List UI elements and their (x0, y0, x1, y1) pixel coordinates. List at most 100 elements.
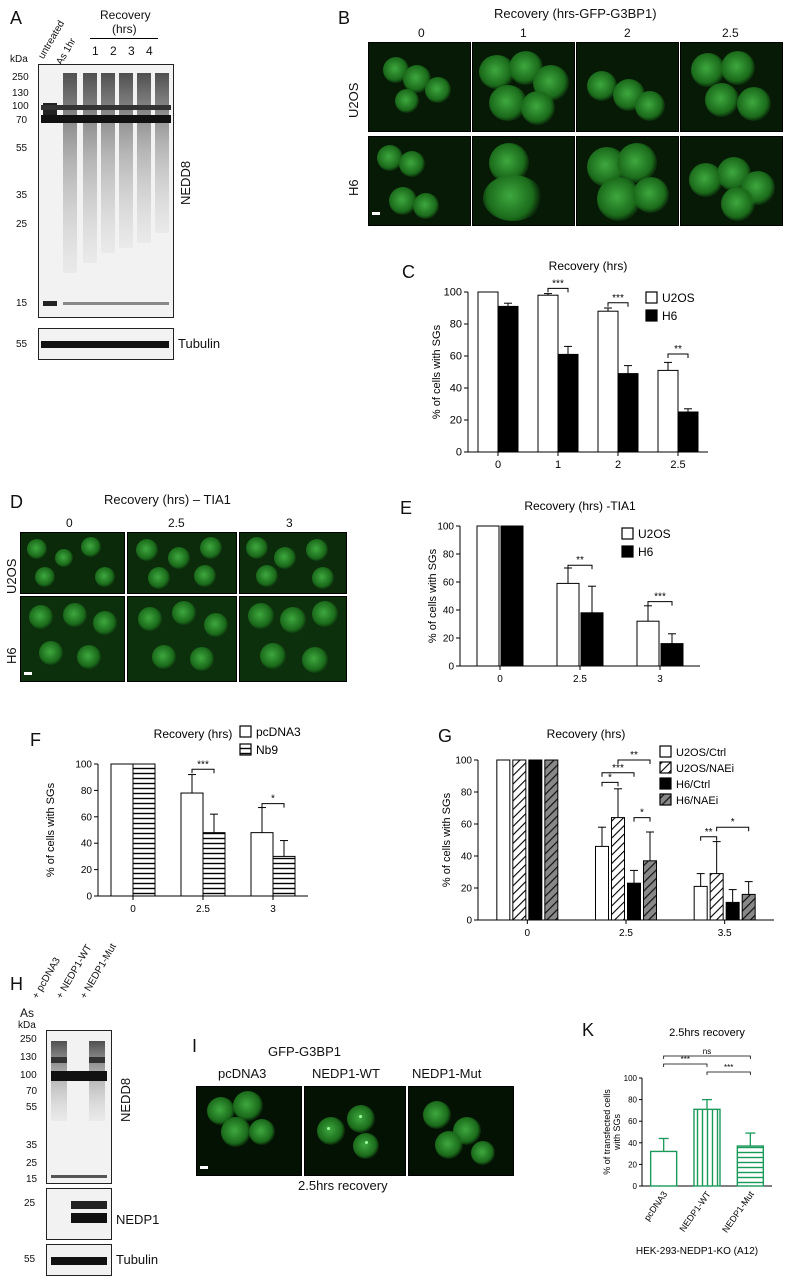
b-time-2: 2 (624, 26, 631, 40)
y-tick-label: 20 (81, 865, 93, 876)
h-marker-25: 25 (26, 1158, 38, 1169)
bar-u2os (556, 582, 580, 667)
legend-label: U2OS/Ctrl (676, 747, 726, 759)
bar-nedp1-mut (736, 1145, 765, 1187)
kda-label-h: kDa (18, 1020, 36, 1031)
recovery-lane-4: 4 (146, 44, 153, 58)
y-tick-label: 0 (466, 916, 472, 927)
legend-label: H6 (662, 309, 678, 323)
micrograph-b-h6-2 (576, 136, 679, 226)
significance-label: *** (612, 763, 624, 774)
bar-u2os (477, 291, 499, 453)
x-tick-label: 3.5 (718, 928, 732, 939)
marker-25: 25 (16, 219, 28, 230)
y-tick-label: 0 (633, 1182, 638, 1191)
h-marker-100: 100 (20, 1070, 37, 1081)
panel-letter-k: K (582, 1020, 595, 1040)
bar-h6 (497, 305, 519, 453)
marker-100: 100 (12, 101, 29, 112)
b-row-u2os: U2OS (346, 82, 361, 118)
y-axis-label: % of cells with SGs (431, 324, 443, 419)
bar-u2os-ctrl (693, 885, 708, 921)
bar-h6-ctrl (725, 901, 740, 921)
panel-letter-a: A (10, 8, 23, 28)
legend-label: pcDNA3 (256, 725, 301, 739)
recovery-lane-3: 3 (128, 44, 135, 58)
y-tick-label: 40 (450, 383, 462, 395)
y-tick-label: 80 (81, 786, 93, 797)
significance-bracket (261, 803, 285, 808)
bar-h6 (677, 411, 699, 453)
y-tick-label: 20 (628, 1160, 637, 1169)
x-tick-label: 3 (657, 674, 663, 685)
y-tick-label: 20 (450, 415, 462, 427)
legend-swatch (659, 777, 672, 790)
tubulin-label-h: Tubulin (116, 1252, 159, 1267)
b-time-3: 2.5 (722, 26, 739, 40)
y-axis-label: % of cells with SGs (441, 792, 453, 887)
nedd8-label-h: NEDD8 (118, 1077, 133, 1122)
panel-letter-b: B (338, 8, 351, 28)
micrograph-i-nedp1-mut (408, 1086, 514, 1176)
chart-title: Recovery (hrs) (547, 727, 626, 741)
chart-title: Recovery (hrs) -TIA1 (524, 499, 636, 513)
bar-pcdna3 (180, 792, 204, 897)
y-tick-label: 40 (443, 606, 455, 617)
legend-label: Nb9 (256, 743, 278, 757)
legend-swatch (659, 761, 672, 774)
scale-bar-b (372, 212, 380, 215)
micrograph-d-h6-3 (239, 596, 347, 682)
h-marker-70: 70 (26, 1086, 38, 1097)
significance-bracket (706, 1071, 751, 1075)
significance-bracket (567, 564, 593, 570)
micrograph-b-u2os-1 (472, 42, 575, 132)
tubulin-marker-a: 55 (16, 339, 28, 350)
significance-bracket (633, 817, 651, 822)
bar-u2os (657, 369, 679, 453)
bar-h6-naei (741, 893, 756, 921)
panel-letter-d: D (10, 492, 23, 512)
legend-swatch (645, 291, 658, 304)
marker-70: 70 (16, 115, 28, 126)
d-time-1: 2.5 (168, 516, 185, 530)
x-axis-label: HEK-293-NEDP1-KO (A12) (636, 1246, 758, 1257)
x-tick-label: 2.5 (196, 904, 210, 915)
y-axis-label-line1: % of transfected cells (602, 1089, 612, 1175)
bar-u2os (636, 620, 660, 667)
marker-130: 130 (12, 88, 29, 99)
significance-bracket (601, 781, 619, 787)
y-tick-label: 20 (461, 884, 473, 895)
significance-bracket (607, 302, 629, 307)
panel-d-title: Recovery (hrs) – TIA1 (104, 492, 231, 507)
legend-swatch (621, 545, 634, 558)
lane-label-as-1hr: As 1hr (54, 36, 79, 67)
legend-label: H6/Ctrl (676, 779, 710, 791)
y-tick-label: 100 (624, 1074, 638, 1083)
bar-h6 (557, 353, 579, 453)
significance-bracket (647, 601, 673, 606)
y-tick-label: 40 (628, 1139, 637, 1148)
bar-u2os-naei (709, 873, 724, 921)
bar-nb9 (202, 832, 226, 897)
b-time-1: 1 (520, 26, 527, 40)
bar-h6-naei (643, 860, 657, 921)
d-time-2: 3 (286, 516, 293, 530)
significance-bracket (617, 759, 651, 764)
recovery-unit: (hrs) (112, 22, 137, 36)
y-tick-label: 20 (443, 634, 455, 645)
kda-label-a: kDa (10, 54, 28, 65)
panel-b-title: Recovery (hrs-GFP-G3BP1) (494, 6, 657, 21)
significance-bracket (601, 772, 635, 777)
nedd8-blot-a (38, 64, 174, 318)
micrograph-d-u2os-25 (127, 532, 237, 594)
bar-pcdna3 (250, 832, 274, 897)
y-tick-label: 60 (450, 351, 462, 363)
y-tick-label: 60 (461, 820, 473, 831)
y-tick-label: 40 (461, 852, 473, 863)
significance-label: ** (674, 344, 682, 355)
x-tick-label: 2.5 (573, 674, 587, 685)
significance-label: * (640, 808, 644, 819)
significance-bracket (547, 287, 569, 293)
significance-label: *** (681, 1055, 690, 1064)
bar-u2os-ctrl (595, 845, 609, 921)
